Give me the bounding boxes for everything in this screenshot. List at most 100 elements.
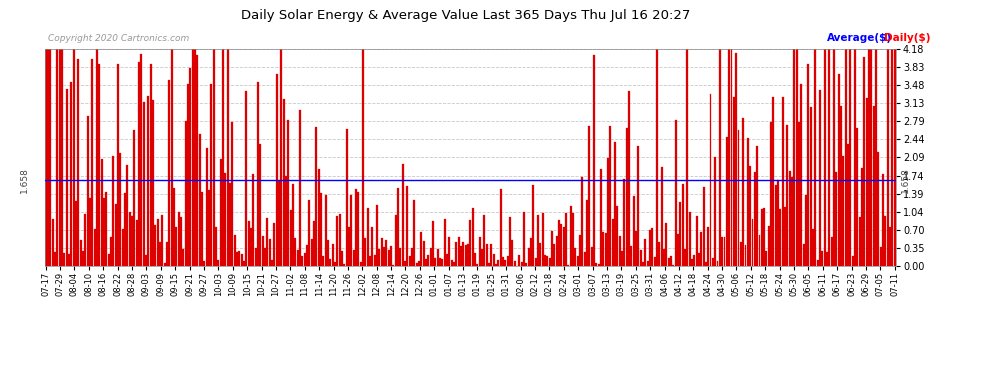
Bar — [421, 232, 423, 266]
Bar — [271, 260, 273, 266]
Bar — [108, 254, 110, 266]
Bar — [170, 49, 172, 266]
Bar — [455, 242, 457, 266]
Bar — [710, 94, 712, 266]
Bar — [703, 188, 705, 266]
Bar — [653, 257, 655, 266]
Bar — [808, 64, 810, 266]
Bar — [134, 130, 136, 266]
Bar — [234, 235, 236, 266]
Bar — [301, 256, 303, 266]
Bar — [677, 234, 679, 266]
Bar — [362, 49, 364, 266]
Bar — [469, 220, 471, 266]
Bar — [591, 247, 593, 266]
Bar — [521, 262, 523, 266]
Bar — [268, 239, 270, 266]
Bar — [511, 240, 513, 266]
Bar — [404, 261, 406, 266]
Bar — [891, 49, 893, 266]
Bar — [500, 189, 502, 266]
Bar — [858, 217, 860, 266]
Bar — [763, 208, 765, 266]
Bar — [712, 258, 714, 266]
Bar — [726, 137, 728, 266]
Bar — [593, 55, 595, 266]
Bar — [320, 194, 322, 266]
Bar — [435, 258, 437, 266]
Bar — [266, 218, 268, 266]
Bar — [619, 236, 621, 266]
Bar — [80, 240, 82, 266]
Bar — [149, 64, 151, 266]
Bar — [880, 247, 882, 266]
Bar — [411, 248, 413, 266]
Bar — [325, 195, 327, 266]
Bar — [572, 213, 574, 266]
Bar — [89, 198, 91, 266]
Bar — [380, 238, 382, 266]
Bar — [259, 144, 261, 266]
Bar — [376, 205, 378, 266]
Bar — [366, 208, 368, 266]
Bar — [744, 245, 746, 266]
Bar — [626, 128, 628, 266]
Bar — [371, 227, 373, 266]
Bar — [96, 49, 98, 266]
Bar — [810, 107, 812, 266]
Bar — [686, 49, 688, 266]
Bar — [528, 248, 530, 266]
Bar — [250, 228, 252, 266]
Bar — [437, 249, 439, 266]
Bar — [856, 128, 858, 266]
Bar — [533, 185, 535, 266]
Bar — [273, 222, 275, 266]
Bar — [330, 259, 332, 266]
Bar — [287, 120, 289, 266]
Bar — [350, 195, 352, 266]
Bar — [672, 265, 674, 266]
Bar — [439, 258, 441, 266]
Bar — [488, 263, 490, 266]
Bar — [655, 49, 657, 266]
Bar — [698, 253, 700, 266]
Bar — [428, 255, 430, 266]
Bar — [453, 262, 455, 266]
Bar — [210, 84, 212, 266]
Bar — [583, 252, 585, 266]
Bar — [355, 189, 357, 266]
Bar — [148, 96, 149, 266]
Bar — [122, 228, 124, 266]
Bar — [194, 49, 196, 266]
Bar — [514, 261, 516, 266]
Bar — [815, 49, 817, 266]
Bar — [45, 49, 47, 266]
Bar — [61, 49, 63, 266]
Bar — [537, 215, 539, 266]
Text: Copyright 2020 Cartronics.com: Copyright 2020 Cartronics.com — [48, 34, 189, 43]
Bar — [409, 256, 411, 266]
Bar — [392, 265, 394, 266]
Bar — [831, 237, 833, 266]
Bar — [822, 251, 824, 266]
Bar — [567, 265, 569, 266]
Bar — [663, 249, 665, 266]
Bar — [152, 100, 154, 266]
Bar — [633, 196, 635, 266]
Bar — [761, 209, 763, 266]
Bar — [290, 210, 292, 266]
Text: Daily Solar Energy & Average Value Last 365 Days Thu Jul 16 20:27: Daily Solar Energy & Average Value Last … — [241, 9, 690, 22]
Bar — [829, 49, 831, 266]
Bar — [535, 258, 537, 266]
Bar — [847, 144, 849, 266]
Bar — [628, 91, 630, 266]
Bar — [185, 121, 187, 266]
Bar — [341, 251, 343, 266]
Bar — [141, 54, 143, 266]
Bar — [246, 91, 248, 266]
Bar — [352, 250, 354, 266]
Bar — [201, 192, 203, 266]
Bar — [467, 244, 469, 266]
Bar — [227, 49, 229, 266]
Bar — [638, 146, 640, 266]
